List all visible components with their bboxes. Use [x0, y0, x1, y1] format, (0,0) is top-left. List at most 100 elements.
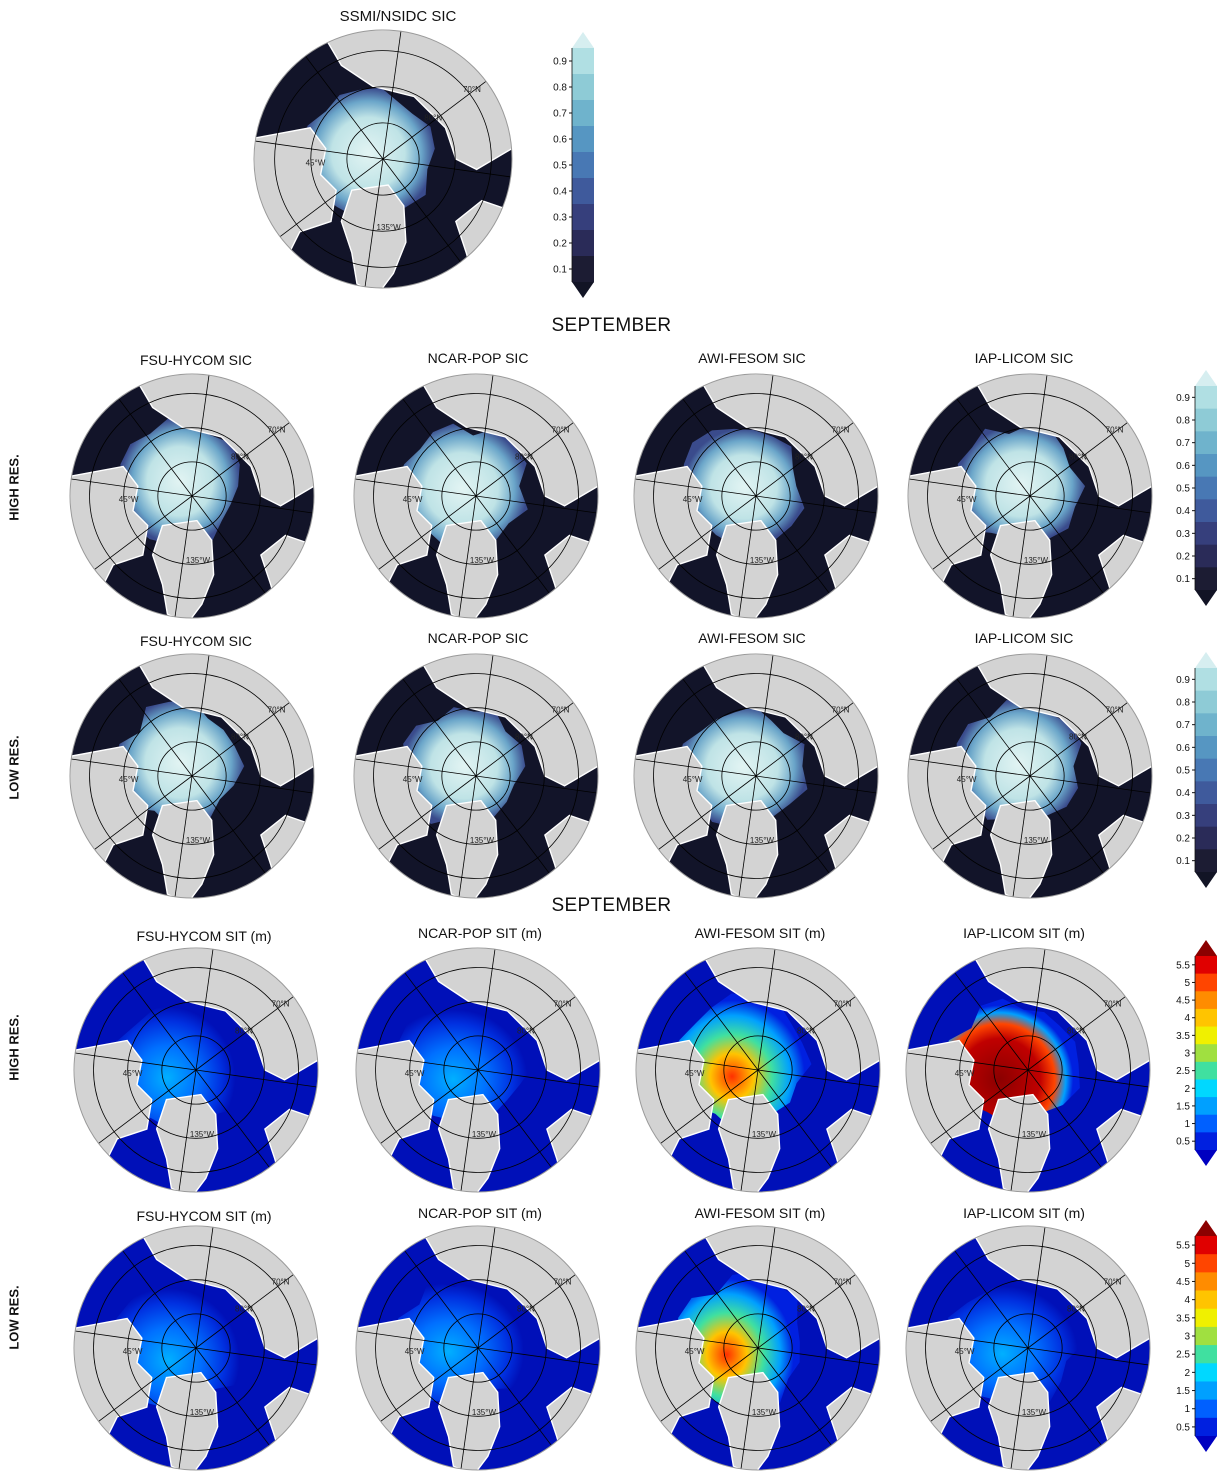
colorbar-band — [1195, 849, 1217, 873]
meridian-line — [956, 398, 1031, 497]
sit-low-title-3: IAP-LICOM SIT (m) — [963, 1205, 1085, 1221]
meridian-line — [909, 758, 1031, 777]
map-boundary — [905, 947, 1151, 1193]
graticule-label: 80°N — [515, 452, 533, 461]
meridian-line — [191, 375, 210, 497]
latitude-circle — [653, 393, 859, 599]
colorbar-tick-label: 3.5 — [1176, 1313, 1190, 1324]
graticule-label: 70°N — [1106, 706, 1124, 715]
sit-high-map-ncar-pop: 80°N 70°N 45°W 135°W — [355, 947, 601, 1193]
graticule-label: 135°W — [1024, 556, 1049, 565]
colorbar-tick-label: 0.4 — [553, 187, 567, 198]
colorbar-tick-label: 0.7 — [553, 109, 567, 120]
map-disc: 80°N 70°N 45°W 135°W — [354, 654, 598, 898]
meridian-line — [477, 996, 576, 1071]
graticule-label: 70°N — [463, 85, 481, 94]
graticule-label: 80°N — [231, 732, 249, 741]
graticule-label: 135°W — [190, 1130, 215, 1139]
colorbar-tick-label: 0.3 — [1176, 529, 1190, 540]
graticule-label: 45°W — [123, 1347, 143, 1356]
meridian-line — [757, 1347, 879, 1366]
sit-section-title: SEPTEMBER — [551, 895, 672, 916]
colorbar-band — [572, 152, 594, 179]
meridian-line — [682, 678, 757, 777]
meridian-line — [477, 1274, 576, 1349]
eurasia-land — [415, 374, 598, 507]
meridian-line — [118, 398, 193, 497]
sic-low-map-ncar-pop: 80°N 70°N 45°W 135°W — [353, 653, 599, 899]
colorbar-tick-label: 3 — [1184, 1049, 1190, 1060]
colorbar-tick-label: 0.9 — [553, 57, 567, 68]
graticule-label: 80°N — [517, 1026, 535, 1035]
colorbar-tick-label: 0.1 — [1176, 574, 1190, 585]
sic-high-map-ncar-pop: 80°N 70°N 45°W 135°W — [353, 373, 599, 619]
meridian-line — [402, 398, 477, 497]
meridian-line — [75, 1052, 197, 1071]
sea-ice-concentration-field — [403, 707, 526, 826]
colorbar-tick-label: 5 — [1184, 978, 1190, 989]
meridian-line — [355, 478, 477, 497]
graticule-label: 80°N — [797, 1304, 815, 1313]
colorbar-band — [1195, 1254, 1217, 1273]
colorbar-band — [1195, 386, 1217, 410]
latitude-circle — [689, 1279, 827, 1417]
colorbar-band — [1195, 804, 1217, 828]
colorbar-tick-label: 0.5 — [1176, 1137, 1190, 1148]
colorbar-max-extension — [1195, 1220, 1217, 1236]
latitude-circle — [993, 1313, 1063, 1383]
colorbar-band — [572, 74, 594, 101]
meridian-line — [402, 678, 477, 777]
graticule-label: 70°N — [834, 1000, 852, 1009]
sit-high-map-fsu-hycom: 80°N 70°N 45°W 135°W — [73, 947, 319, 1193]
meridian-line — [738, 495, 757, 617]
colorbar-tick-label: 0.7 — [1176, 438, 1190, 449]
eurasia-land — [415, 654, 598, 787]
colorbar-tick-label: 3.5 — [1176, 1031, 1190, 1042]
meridian-line — [1027, 1347, 1149, 1366]
sic-low-row-label: LOW RES. — [6, 735, 22, 800]
graticule-label: 80°N — [235, 1304, 253, 1313]
map-boundary — [69, 653, 315, 899]
latitude-circle — [407, 427, 545, 565]
colorbar-tick-label: 2.5 — [1176, 1066, 1190, 1077]
meridian-line — [932, 775, 1031, 850]
obs-sic-map: 80°N 70°N 45°W 135°W — [253, 29, 513, 289]
meridian-line — [460, 1069, 479, 1191]
graticule-label: 135°W — [752, 1408, 777, 1417]
sit-low-map-fsu-hycom: 80°N 70°N 45°W 135°W — [73, 1225, 319, 1471]
sic-high-map-awi-fesom: 80°N 70°N 45°W 135°W — [633, 373, 879, 619]
colorbar-band — [1195, 713, 1217, 737]
meridian-line — [684, 972, 759, 1071]
latitude-circle — [687, 427, 825, 565]
colorbar-band — [1195, 991, 1217, 1010]
colorbar-tick-label: 0.2 — [1176, 552, 1190, 563]
colorbar-band — [1195, 476, 1217, 500]
meridian-line — [475, 422, 574, 497]
colorbar-band — [1195, 736, 1217, 760]
colorbar-tick-label: 2 — [1184, 1368, 1190, 1379]
colorbar-band — [1195, 1345, 1217, 1364]
sit-high-row-label: HIGH RES. — [6, 1014, 22, 1081]
colorbar-tick-label: 0.8 — [1176, 416, 1190, 427]
meridian-line — [357, 1330, 479, 1349]
meridian-line — [755, 775, 830, 874]
map-boundary — [635, 947, 881, 1193]
colorbar-max-extension — [572, 32, 594, 48]
colorbar-min-extension — [1195, 1150, 1217, 1166]
latitude-circle — [161, 1035, 231, 1105]
meridian-line — [1010, 1347, 1029, 1469]
colorbar-band — [1195, 1290, 1217, 1310]
latitude-circle — [93, 967, 299, 1173]
sic-low-title-2: AWI-FESOM SIC — [698, 630, 806, 646]
graticule-label: 45°W — [685, 1347, 705, 1356]
graticule-label: 135°W — [470, 836, 495, 845]
meridian-line — [1029, 375, 1048, 497]
meridian-line — [755, 775, 877, 794]
meridian-line — [122, 972, 197, 1071]
map-disc: 80°N 70°N 45°W 135°W — [634, 374, 878, 618]
graticule-label: 70°N — [834, 1278, 852, 1287]
colorbar-band — [1195, 499, 1217, 523]
colorbar-tick-label: 0.2 — [1176, 834, 1190, 845]
colorbar-tick-label: 5 — [1184, 1259, 1190, 1270]
latitude-circle — [655, 967, 861, 1173]
